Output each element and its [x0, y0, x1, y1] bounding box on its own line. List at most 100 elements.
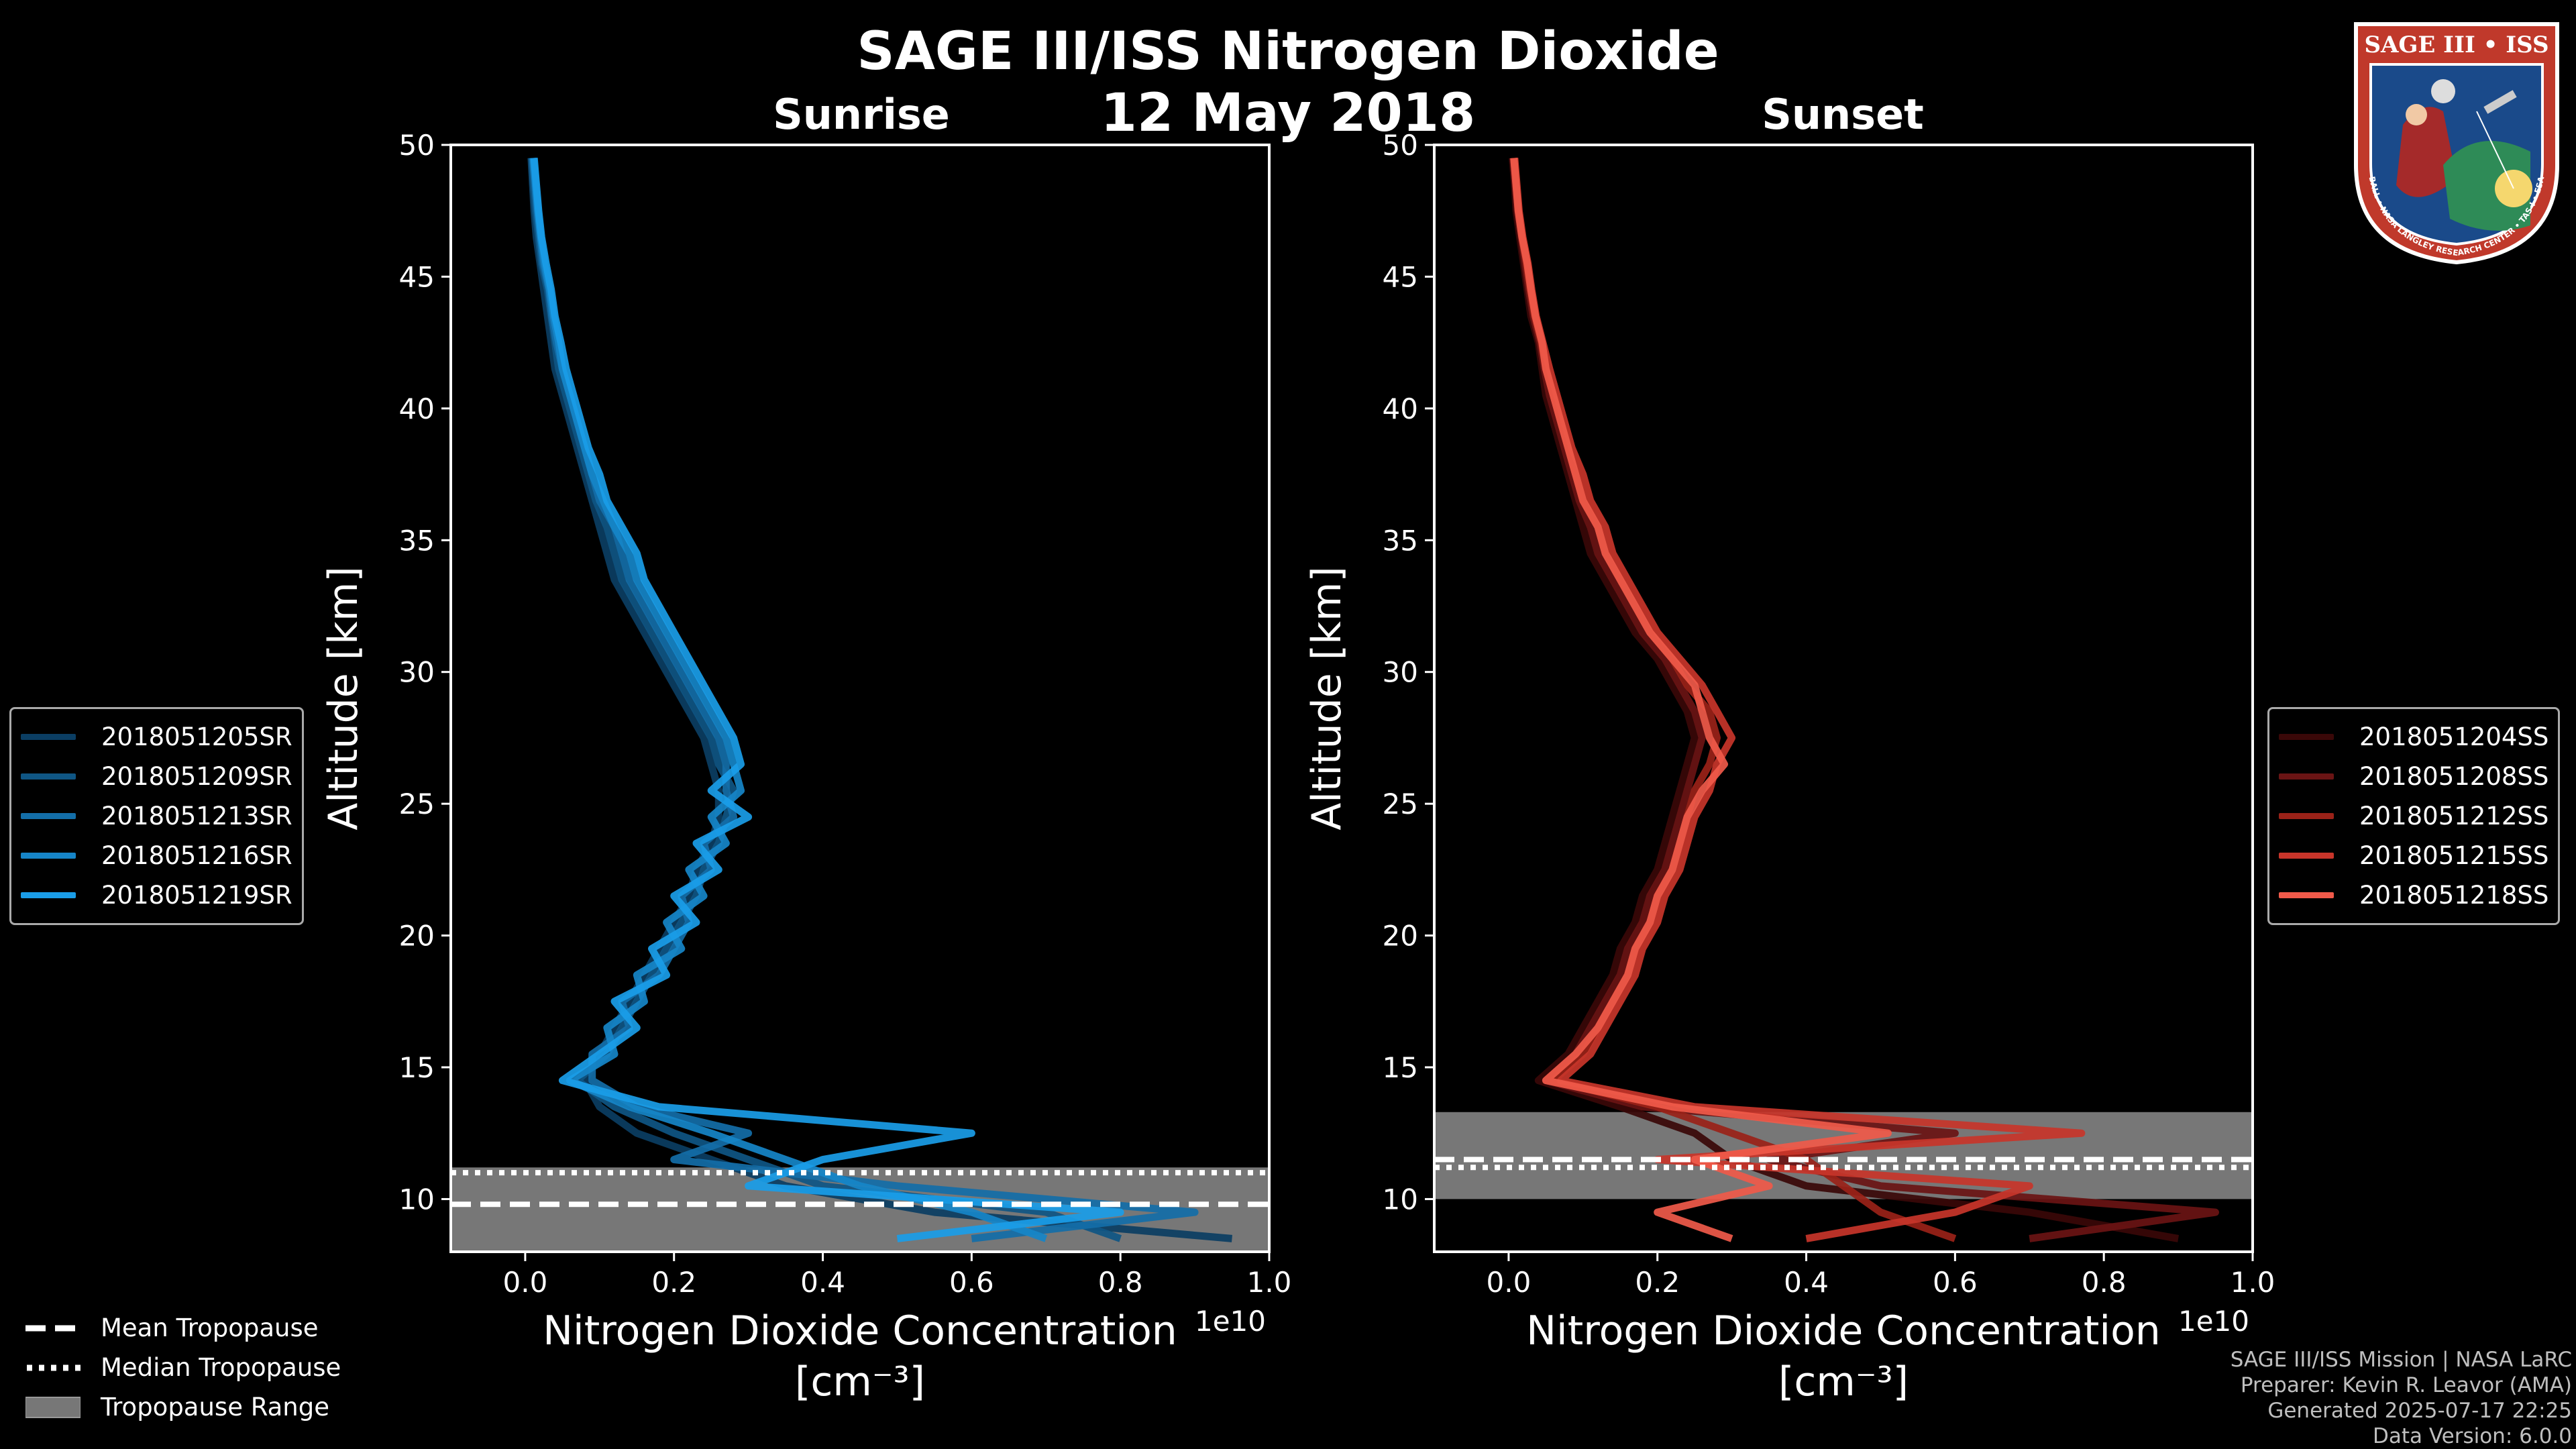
sunset-x-tick-label: 0.8 — [2082, 1266, 2127, 1299]
sunrise-legend: 2018051205SR 2018051209SR 2018051213SR 2018… — [9, 707, 304, 925]
logo-title-text: SAGE III • ISS — [2364, 32, 2548, 58]
sunrise-x-tick-label: 0.4 — [800, 1266, 845, 1299]
sunrise-legend-label: 2018051213SR — [101, 802, 292, 830]
sunrise-y-axis-label: Altitude [km] — [320, 566, 367, 830]
sunset-panel: 0.0 0.2 0.4 0.6 0.8 1.0 10 15 20 25 30 35 40 45 50 1e10… — [1303, 129, 2275, 1405]
sunset-y-tick-label: 40 — [1383, 392, 1418, 425]
sunset-series-2018051204SS — [1509, 158, 2180, 1242]
sunrise-x-tick-label: 0.0 — [503, 1266, 548, 1299]
sunrise-panel: 0.0 0.2 0.4 0.6 0.8 1.0 10 15 20 25 30 35 40 45 50 1e10… — [320, 129, 1291, 1405]
sunset-legend-label: 2018051212SS — [2359, 802, 2549, 830]
sage-iii-iss-mission-logo: SAGE III • ISS BALL • NASA LANGLEY RESEA… — [2354, 22, 2559, 265]
sunrise-x-axis-unit: [cm⁻³] — [795, 1358, 925, 1405]
legend-median-tropopause: Median Tropopause — [25, 1348, 341, 1387]
sunrise-legend-item: 2018051213SR — [21, 796, 292, 836]
sunrise-x-offset-label: 1e10 — [1195, 1305, 1266, 1338]
median-tropopause-swatch — [27, 1364, 80, 1371]
sunrise-y-tick-label: 35 — [399, 524, 435, 557]
sunset-series-2018051208SS — [1509, 158, 2219, 1242]
sunset-legend-label: 2018051218SS — [2359, 881, 2549, 910]
sunset-y-tick-label: 15 — [1383, 1051, 1418, 1084]
mean-tropopause-label: Mean Tropopause — [101, 1313, 319, 1342]
sunset-legend-swatch — [2279, 813, 2334, 819]
sunrise-legend-item: 2018051219SR — [21, 875, 292, 915]
sunset-legend-swatch — [2279, 773, 2334, 780]
sunset-x-tick-label: 0.2 — [1635, 1266, 1680, 1299]
moon-icon — [2431, 79, 2455, 103]
sunset-y-tick-label: 50 — [1383, 129, 1418, 162]
sunset-y-tick-label: 35 — [1383, 524, 1418, 557]
sunrise-legend-swatch — [21, 813, 76, 819]
sunrise-x-axis-label: Nitrogen Dioxide Concentration — [543, 1307, 1177, 1354]
sunrise-legend-label: 2018051205SR — [101, 722, 292, 751]
sunset-legend-item: 2018051215SS — [2279, 836, 2548, 875]
credits-generated: Generated 2025-07-17 22:25 — [2267, 1399, 2572, 1423]
sunrise-x-tick-label: 1.0 — [1247, 1266, 1292, 1299]
sunrise-legend-swatch — [21, 773, 76, 780]
sunrise-legend-label: 2018051216SR — [101, 841, 292, 870]
sunset-y-tick-label: 45 — [1383, 260, 1418, 293]
tropopause-range-label: Tropopause Range — [101, 1393, 330, 1421]
sunset-legend-item: 2018051208SS — [2279, 757, 2548, 796]
sunset-x-tick-label: 0.4 — [1784, 1266, 1829, 1299]
mean-tropopause-swatch — [25, 1325, 80, 1331]
legend-tropopause-range: Tropopause Range — [25, 1387, 341, 1427]
sunset-legend-swatch — [2279, 853, 2334, 859]
sunrise-series-2018051205SR — [527, 158, 1232, 1242]
sunset-legend-label: 2018051204SS — [2359, 722, 2549, 751]
sunset-x-axis-label: Nitrogen Dioxide Concentration — [1526, 1307, 2161, 1354]
sunset-legend-item: 2018051218SS — [2279, 875, 2548, 915]
sunset-series-2018051212SS — [1510, 158, 1957, 1242]
figure-title: SAGE III/ISS Nitrogen Dioxide — [857, 21, 1719, 82]
legend-mean-tropopause: Mean Tropopause — [25, 1308, 341, 1348]
sunrise-legend-item: 2018051216SR — [21, 836, 292, 875]
sunrise-legend-swatch — [21, 892, 76, 898]
sunrise-series-2018051219SR — [530, 158, 1124, 1242]
sunrise-axes-frame — [449, 144, 1271, 1253]
sight-line — [2476, 111, 2514, 189]
sunrise-y-tick-label: 50 — [399, 129, 435, 162]
sunset-series-2018051215SS — [1511, 158, 2086, 1242]
sunset-x-tick-label: 0.0 — [1487, 1266, 1532, 1299]
tropopause-legend: Mean Tropopause Median Tropopause Tropop… — [25, 1308, 341, 1427]
median-tropopause-label: Median Tropopause — [101, 1353, 341, 1382]
sunrise-legend-swatch — [21, 734, 76, 740]
tropopause-range-swatch — [25, 1396, 80, 1418]
credits-block: SAGE III/ISS Mission | NASA LaRC Prepare… — [2231, 1347, 2572, 1449]
sunset-legend-swatch — [2279, 734, 2334, 740]
sunset-x-axis-unit: [cm⁻³] — [1778, 1358, 1909, 1405]
sunset-y-tick-label: 10 — [1383, 1183, 1418, 1216]
sunrise-panel-title: Sunrise — [773, 90, 950, 139]
sunrise-x-tick-label: 0.2 — [651, 1266, 696, 1299]
figure-robe-icon — [2396, 107, 2457, 197]
sunset-legend: 2018051204SS 2018051208SS 2018051212SS 2018… — [2267, 707, 2561, 925]
sunrise-y-tick-label: 25 — [399, 788, 435, 820]
credits-version: Data Version: 6.0.0 — [2372, 1424, 2572, 1448]
sunset-legend-swatch — [2279, 892, 2334, 898]
sunset-legend-label: 2018051215SS — [2359, 841, 2549, 870]
figure-head-icon — [2406, 104, 2427, 125]
sunrise-y-tick-label: 15 — [399, 1051, 435, 1084]
sunset-x-tick-label: 1.0 — [2231, 1266, 2275, 1299]
sunset-x-offset-label: 1e10 — [2178, 1305, 2249, 1338]
credits-mission: SAGE III/ISS Mission | NASA LaRC — [2230, 1348, 2572, 1372]
sunrise-y-tick-label: 45 — [399, 260, 435, 293]
sunset-x-tick-label: 0.6 — [1933, 1266, 1978, 1299]
sunrise-series-2018051209SR — [528, 158, 1122, 1242]
sunrise-series-2018051216SR — [529, 158, 1048, 1242]
sunrise-x-tick-label: 0.6 — [949, 1266, 994, 1299]
sunrise-y-tick-label: 10 — [399, 1183, 435, 1216]
sunrise-legend-item: 2018051209SR — [21, 757, 292, 796]
sunrise-legend-label: 2018051209SR — [101, 762, 292, 791]
sunrise-legend-label: 2018051219SR — [101, 881, 292, 910]
sunrise-y-tick-label: 30 — [399, 656, 435, 689]
sunrise-y-tick-label: 40 — [399, 392, 435, 425]
sunset-y-tick-label: 25 — [1383, 788, 1418, 820]
sunset-y-axis-label: Altitude [km] — [1303, 566, 1350, 830]
earth-icon — [2443, 141, 2530, 231]
sunset-legend-item: 2018051204SS — [2279, 717, 2548, 757]
sunset-panel-title: Sunset — [1762, 90, 1924, 139]
sunset-legend-label: 2018051208SS — [2359, 762, 2549, 791]
sunrise-y-tick-label: 20 — [399, 920, 435, 953]
